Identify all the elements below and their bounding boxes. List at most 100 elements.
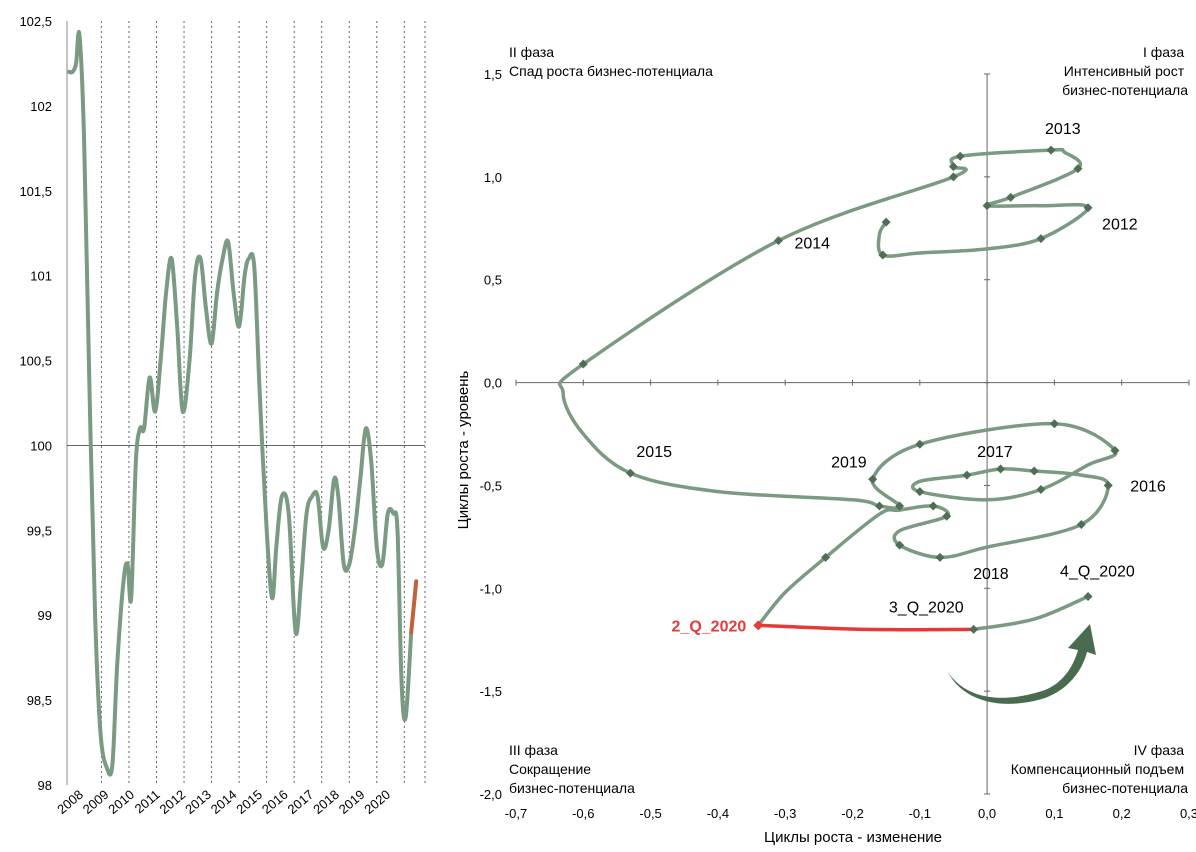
right-y-tick-labels: 1,5 1,0 0,5 0,0 -0,5 -1,0 -1,5 -2,0 <box>480 67 991 802</box>
right-x-tick-label: -0,2 <box>841 806 863 821</box>
left-x-tick-label: 2014 <box>208 787 240 817</box>
left-y-tick-label: 101 <box>30 269 52 284</box>
right-x-tick-label: 0,2 <box>1113 806 1131 821</box>
left-y-tick-label: 100 <box>30 438 52 453</box>
trajectory-marker <box>1110 445 1120 455</box>
left-x-tick-label: 2016 <box>259 787 291 817</box>
trajectory-marker <box>942 511 952 521</box>
recovery-marker <box>969 624 979 634</box>
trajectory-marker <box>878 250 888 260</box>
right-x-tick-label: -0,4 <box>707 806 729 821</box>
phase-q3-label: III фаза Сокращение бизнес-потенциала <box>509 742 635 796</box>
left-series-highlight-line <box>409 579 419 635</box>
phase-q4-line-1: IV фаза <box>1134 742 1185 758</box>
trajectory-marker <box>625 468 635 478</box>
phase-q3-line-3: бизнес-потенциала <box>509 780 635 796</box>
phase-q4-label: IV фаза Компенсационный подъем бизнес-по… <box>1011 742 1189 796</box>
left-y-tick-label: 98,5 <box>27 693 52 708</box>
trajectory-marker <box>868 474 878 484</box>
right-y-tick-label: -1,5 <box>480 684 502 699</box>
right-y-axis-title: Циклы роста - уровень <box>455 370 472 529</box>
left-x-tick-label: 2017 <box>285 787 317 817</box>
phase-q4-line-3: бизнес-потенциала <box>1062 780 1188 796</box>
year-annotation-label: 2_Q_2020 <box>672 618 747 635</box>
left-x-tick-label: 2011 <box>132 787 163 816</box>
trajectory-marker <box>895 501 905 511</box>
trajectory-marker <box>1073 164 1083 174</box>
right-y-tick-label: 1,5 <box>484 67 502 82</box>
trajectory-marker <box>935 552 945 562</box>
right-x-tick-label: 0,3 <box>1180 806 1196 821</box>
right-x-tick-label: -0,3 <box>774 806 796 821</box>
trajectory-marker <box>1036 485 1046 495</box>
left-y-tick-label: 101,5 <box>19 184 52 199</box>
left-x-tick-label: 2019 <box>336 787 368 817</box>
left-x-tick-label: 2009 <box>80 787 112 817</box>
left-y-tick-labels: 102,5 102 101,5 101 100,5 100 99,5 99 98,5 98 <box>19 14 52 793</box>
trajectory-marker <box>948 172 958 182</box>
left-y-tick-label: 98 <box>38 778 52 793</box>
left-x-tick-label: 2008 <box>54 787 86 817</box>
year-annotation-label: 2012 <box>1102 217 1138 234</box>
left-x-tick-label: 2010 <box>105 787 137 817</box>
right-x-tick-label: 0,1 <box>1045 806 1063 821</box>
left-x-tick-label: 2020 <box>361 787 393 817</box>
trajectory-marker <box>874 501 884 511</box>
right-x-tick-labels: -0,7 -0,6 -0,5 -0,4 -0,3 -0,2 -0,1 0,0 0,1 0,2 0,3 <box>505 379 1196 821</box>
trajectory-marker <box>1029 466 1039 476</box>
trajectory-marker <box>1083 203 1093 213</box>
year-annotation-label: 2013 <box>1045 121 1081 138</box>
phase-q4-line-2: Компенсационный подъем <box>1011 761 1184 777</box>
left-y-tick-label: 102 <box>30 99 52 114</box>
right-y-tick-label: -1,0 <box>480 581 502 596</box>
trajectory-marker <box>1049 419 1059 429</box>
trajectory-marker <box>1036 234 1046 244</box>
phase-q2-line-2: Спад роста бизнес-потенциала <box>509 63 713 79</box>
left-line-chart: 102,5 102 101,5 101 100,5 100 99,5 99 98,5 98 200… <box>19 14 426 817</box>
right-x-axis-title: Циклы роста - изменение <box>764 829 942 846</box>
left-year-gridlines <box>100 21 426 785</box>
trajectory-marker <box>962 470 972 480</box>
left-x-tick-label: 2013 <box>182 787 214 817</box>
right-y-tick-label: 1,0 <box>484 170 502 185</box>
trajectory-marker <box>1076 520 1086 530</box>
year-annotation-label: 2019 <box>831 454 867 471</box>
right-x-tick-label: -0,6 <box>572 806 594 821</box>
right-cycle-scatter-chart: -0,7 -0,6 -0,5 -0,4 -0,3 -0,2 -0,1 0,0 0,1 0,2 0,3… <box>455 44 1196 846</box>
year-annotation-label: 2017 <box>977 444 1013 461</box>
trajectory-marker <box>881 217 891 227</box>
left-y-tick-label: 99,5 <box>27 523 52 538</box>
year-annotation-label: 3_Q_2020 <box>889 599 964 616</box>
trajectory-marker <box>1006 192 1016 202</box>
left-y-tick-label: 102,5 <box>19 14 52 29</box>
left-x-tick-labels: 2008200920102011201220132014201520162017… <box>54 787 393 817</box>
left-series-line <box>67 29 414 777</box>
highlight-marker <box>753 620 764 631</box>
right-x-tick-label: 0,0 <box>978 806 996 821</box>
trajectory-marker <box>578 359 588 369</box>
trajectory-marker <box>821 552 831 562</box>
year-annotations: 2013 2012 2014 2015 2019 2017 2016 2018 4_Q_2020… <box>636 121 1166 635</box>
trajectory-marker <box>915 439 925 449</box>
phase-q3-line-2: Сокращение <box>509 761 591 777</box>
recovery-trajectory-line <box>971 594 1090 632</box>
year-annotation-label: 2018 <box>973 566 1009 583</box>
left-x-tick-label: 2015 <box>233 787 265 817</box>
right-x-tick-label: -0,1 <box>909 806 931 821</box>
right-y-tick-label: -0,5 <box>480 478 502 493</box>
phase-q2-label: II фаза Спад роста бизнес-потенциала <box>509 44 713 79</box>
phase-q1-label: I фаза Интенсивный рост бизнес-потенциал… <box>1062 44 1188 98</box>
trajectory-marker <box>928 501 938 511</box>
right-y-tick-label: 0,0 <box>484 376 502 391</box>
trajectory-marker <box>996 464 1006 474</box>
phase-q1-line-3: бизнес-потенциала <box>1062 82 1188 98</box>
right-x-tick-label: -0,7 <box>505 806 527 821</box>
trajectory-marker <box>955 151 965 161</box>
left-y-tick-label: 99 <box>38 608 52 623</box>
phase-q1-line-1: I фаза <box>1143 44 1184 60</box>
trajectory-markers <box>578 145 1120 634</box>
trajectory-marker <box>773 236 783 246</box>
right-y-tick-label: -2,0 <box>480 787 502 802</box>
year-annotation-label: 2016 <box>1130 478 1166 495</box>
